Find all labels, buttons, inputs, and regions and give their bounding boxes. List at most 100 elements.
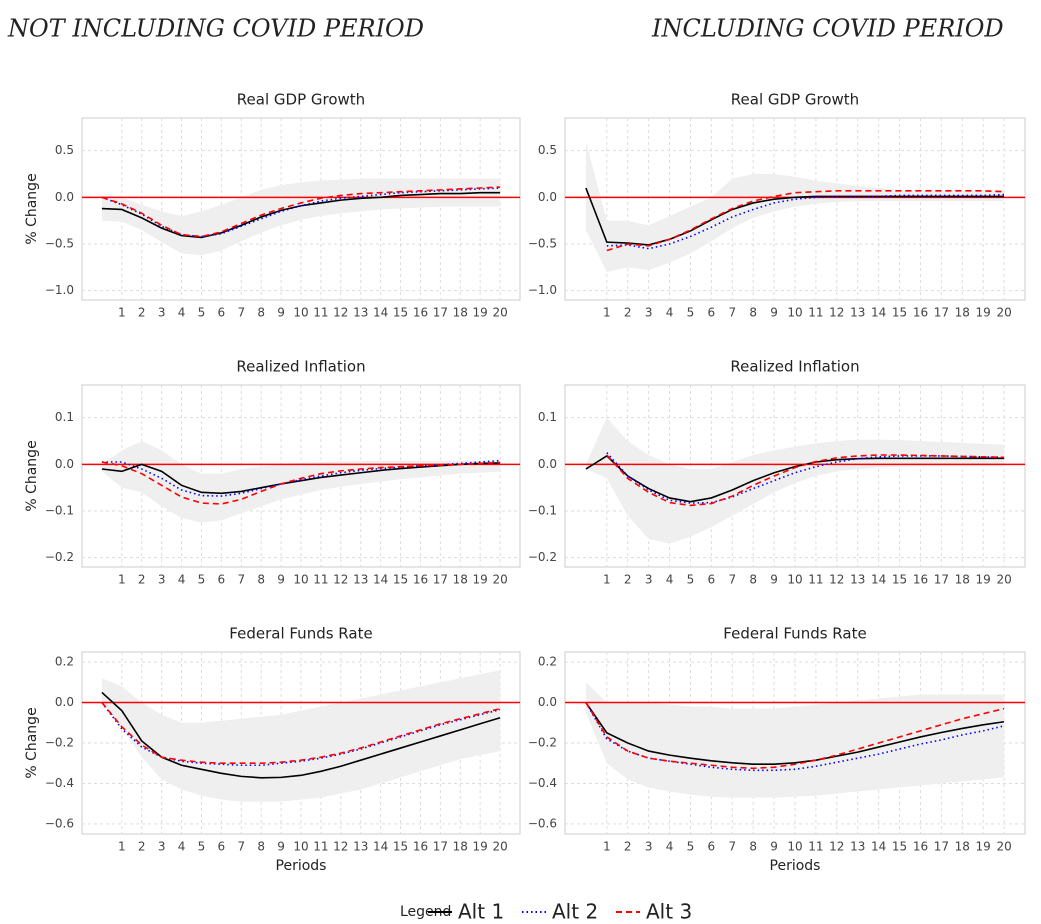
x-tick-label: 19 [976,573,991,587]
x-tick-label: 9 [770,573,778,587]
y-tick-label: 0.5 [538,143,557,157]
y-tick-label: −1.0 [528,283,557,297]
x-tick-label: 16 [913,306,928,320]
y-tick-label: 0.0 [55,457,74,471]
x-tick-label: 15 [892,840,907,854]
series-line [585,454,1005,503]
x-tick-label: 11 [808,840,823,854]
x-tick-label: 6 [218,573,226,587]
y-tick-label: −0.6 [528,816,557,830]
x-tick-label: 9 [277,573,285,587]
x-tick-label: 15 [892,573,907,587]
x-tick-label: 17 [433,573,448,587]
x-tick-label: 17 [934,840,949,854]
x-tick-label: 7 [237,573,245,587]
x-tick-label: 17 [433,840,448,854]
series-line [606,454,1005,507]
x-tick-label: 20 [492,573,507,587]
x-tick-label: 7 [728,306,736,320]
x-tick-label: 1 [603,306,611,320]
x-tick-label: 6 [218,306,226,320]
column-heading: INCLUDING COVID PERIOD [651,15,1004,43]
y-tick-label: −0.4 [528,776,557,790]
x-axis-label: Periods [770,858,821,874]
x-tick-label: 12 [333,573,348,587]
x-tick-label: 1 [118,840,126,854]
x-tick-label: 18 [453,573,468,587]
x-tick-label: 12 [333,306,348,320]
x-tick-label: 3 [645,573,653,587]
x-tick-label: 12 [829,840,844,854]
panel-title: Federal Funds Rate [229,625,372,643]
x-tick-label: 15 [892,306,907,320]
series-line [606,193,1005,250]
x-tick-label: 3 [645,840,653,854]
x-tick-label: 19 [976,306,991,320]
x-tick-label: 7 [728,573,736,587]
x-tick-label: 19 [473,306,488,320]
x-tick-label: 11 [808,306,823,320]
x-tick-label: 13 [353,840,368,854]
y-tick-label: −0.2 [45,550,74,564]
x-tick-label: 16 [413,840,428,854]
y-tick-label: −0.2 [45,736,74,750]
series-line [606,452,1005,504]
series-line [585,702,1005,766]
y-axis-label: % Change [24,440,40,511]
x-tick-label: 15 [393,573,408,587]
x-tick-label: 15 [393,306,408,320]
x-axis-label: Periods [276,858,327,874]
x-tick-label: 8 [257,306,265,320]
x-tick-label: 3 [158,840,166,854]
x-tick-label: 12 [829,573,844,587]
x-tick-label: 5 [198,840,206,854]
x-tick-label: 1 [118,573,126,587]
x-tick-label: 14 [871,573,886,587]
x-tick-label: 11 [313,840,328,854]
x-tick-label: 7 [728,840,736,854]
x-tick-label: 18 [955,840,970,854]
x-tick-label: 6 [708,840,716,854]
series-line [606,190,1005,252]
x-tick-label: 4 [666,306,674,320]
x-tick-label: 19 [473,840,488,854]
x-tick-label: 14 [871,840,886,854]
series-line [101,186,501,238]
y-tick-label: −0.2 [528,736,557,750]
x-tick-label: 7 [237,840,245,854]
y-axis-label: % Change [24,707,40,778]
column-heading: NOT INCLUDING COVID PERIOD [7,15,424,43]
x-tick-label: 9 [277,306,285,320]
x-tick-label: 20 [996,573,1011,587]
x-tick-label: 2 [624,573,632,587]
x-tick-label: 18 [955,306,970,320]
series-line [101,691,501,779]
x-tick-label: 14 [373,573,388,587]
x-tick-label: 2 [138,573,146,587]
x-tick-label: 10 [293,840,308,854]
x-tick-label: 18 [453,306,468,320]
x-tick-label: 16 [913,573,928,587]
x-tick-label: 15 [393,840,408,854]
x-tick-label: 11 [313,573,328,587]
x-tick-label: 5 [687,840,695,854]
x-tick-label: 4 [666,840,674,854]
x-tick-label: 6 [218,840,226,854]
y-axis-label: % Change [24,173,40,244]
x-tick-label: 8 [257,840,265,854]
x-tick-label: 16 [413,573,428,587]
x-tick-label: 4 [178,573,186,587]
x-tick-label: 8 [749,840,757,854]
x-tick-label: 5 [198,573,206,587]
x-tick-label: 17 [934,573,949,587]
x-tick-label: 9 [770,840,778,854]
y-tick-label: −0.1 [45,504,74,518]
x-tick-label: 1 [603,840,611,854]
x-tick-label: 10 [787,840,802,854]
y-tick-label: −0.4 [45,776,74,790]
x-tick-label: 3 [158,306,166,320]
x-tick-label: 17 [934,306,949,320]
x-tick-label: 1 [603,573,611,587]
legend-label: Alt 2 [552,900,598,924]
